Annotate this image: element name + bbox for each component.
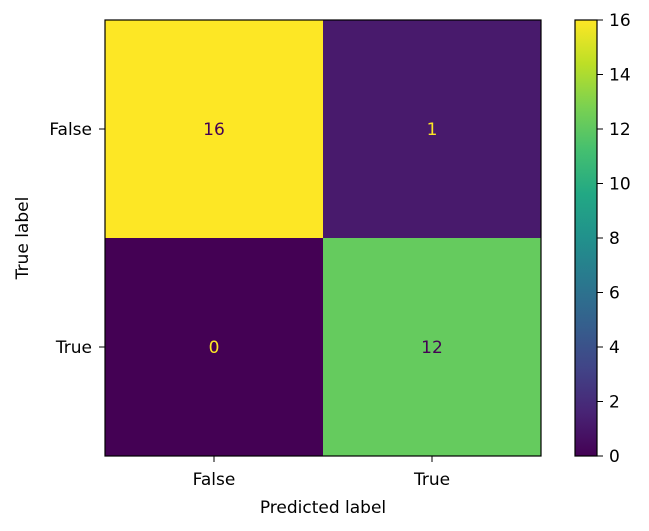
cell-value-label: 1 [427, 120, 438, 140]
x-tick-label: False [193, 470, 236, 490]
colorbar-tick-label: 14 [609, 66, 631, 86]
y-tick-label: False [49, 120, 92, 140]
colorbar [575, 20, 597, 456]
colorbar-ticks: 0 2 4 6 8 10 12 14 16 [597, 11, 631, 467]
matrix-cell [105, 20, 323, 238]
matrix-cell [105, 238, 323, 456]
colorbar-tick-label: 8 [609, 229, 620, 249]
cell-value-label: 16 [203, 120, 225, 140]
x-axis-label: Predicted label [260, 498, 386, 518]
colorbar-tick-label: 0 [609, 447, 620, 467]
y-tick-label: True [55, 338, 92, 358]
x-tick-label: True [413, 470, 450, 490]
cell-value-label: 12 [421, 338, 443, 358]
colorbar-tick-label: 16 [609, 11, 631, 31]
colorbar-tick-label: 10 [609, 175, 631, 195]
matrix-cell [323, 20, 541, 238]
colorbar-tick-label: 6 [609, 284, 620, 304]
colorbar-tick-label: 4 [609, 338, 620, 358]
y-axis-label: True label [13, 197, 33, 281]
matrix-frame [104, 19, 542, 457]
matrix-cell [323, 238, 541, 456]
colorbar-tick-label: 2 [609, 393, 620, 413]
y-axis-ticks: False True [49, 120, 105, 358]
colorbar-tick-label: 12 [609, 120, 631, 140]
cell-value-label: 0 [209, 338, 220, 358]
matrix-cells: 16 1 0 12 [105, 20, 541, 456]
x-axis-ticks: False True [193, 456, 450, 490]
